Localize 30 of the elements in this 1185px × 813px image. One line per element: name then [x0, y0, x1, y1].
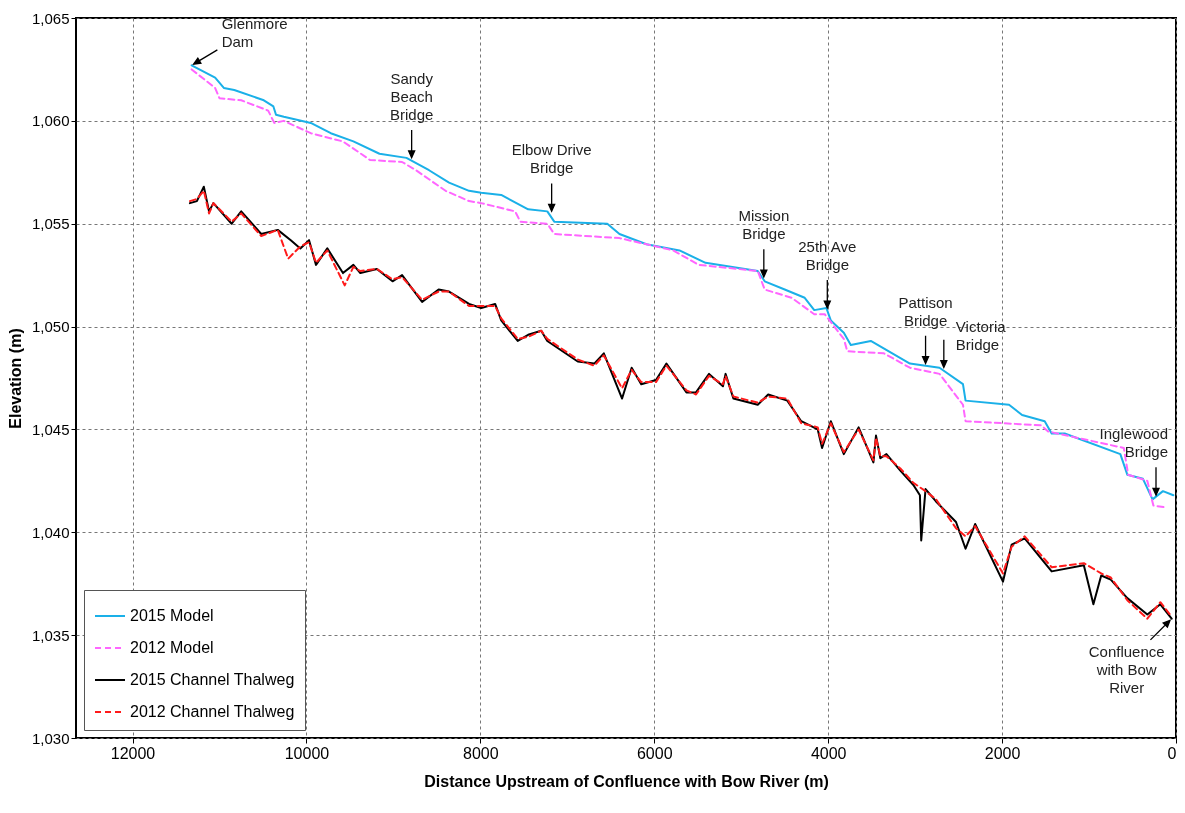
- y-tick-label: 1,045: [31, 420, 70, 438]
- legend-label: 2012 Channel Thalweg: [130, 703, 295, 720]
- y-tick-label: 1,050: [31, 318, 70, 336]
- y-axis-title: Elevation (m): [6, 328, 24, 429]
- legend-label: 2015 Channel Thalweg: [130, 671, 295, 688]
- x-tick-label: 12000: [110, 744, 156, 762]
- annotation: Victoria Bridge: [955, 317, 1007, 353]
- y-tick-label: 1,035: [31, 626, 70, 644]
- annotation: Sandy Beach Bridge: [389, 69, 434, 123]
- x-tick-label: 4000: [810, 744, 847, 762]
- x-axis-title: Distance Upstream of Confluence with Bow River (m): [424, 772, 829, 790]
- x-tick-label: 2000: [984, 744, 1021, 762]
- y-tick-label: 1,040: [31, 523, 70, 541]
- legend-label: 2012 Model: [130, 639, 214, 656]
- x-tick-label: 8000: [463, 744, 499, 762]
- annotation: Elbow Drive Bridge: [511, 141, 592, 177]
- annotation: 25th Ave Bridge: [798, 238, 857, 274]
- annotation: Pattison Bridge: [898, 293, 953, 329]
- legend-label: 2015 Model: [130, 607, 214, 624]
- y-tick-label: 1,060: [31, 112, 70, 130]
- annotation: Glenmore Dam: [221, 15, 288, 51]
- y-tick-label: 1,055: [31, 215, 70, 233]
- y-tick-label: 1,030: [31, 729, 70, 747]
- x-tick-label: 10000: [284, 744, 330, 762]
- annotation: Confluence with Bow River: [1088, 642, 1165, 696]
- y-tick-label: 1,065: [31, 9, 70, 27]
- x-tick-label: 6000: [636, 744, 673, 762]
- annotation: Inglewood Bridge: [1099, 425, 1168, 461]
- annotation: Mission Bridge: [738, 207, 790, 243]
- x-tick-label: 0: [1167, 744, 1177, 762]
